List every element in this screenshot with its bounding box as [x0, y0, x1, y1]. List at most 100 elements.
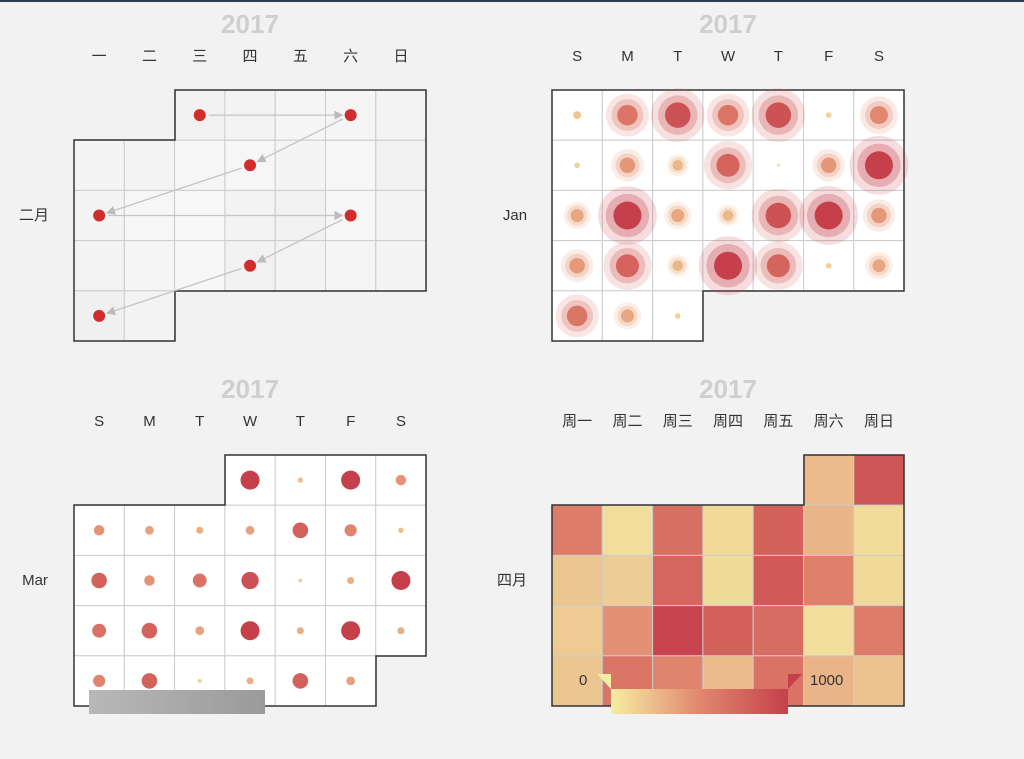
scatter-point[interactable]: [397, 627, 405, 635]
calendar-day-cell[interactable]: [702, 504, 754, 556]
calendar-day-cell[interactable]: [652, 554, 704, 607]
effect-scatter-point[interactable]: [675, 313, 681, 319]
graph-node-point[interactable]: [244, 159, 257, 172]
graph-node-point[interactable]: [193, 109, 206, 122]
visual-map-max-handle[interactable]: [788, 674, 802, 689]
calendar-day-cell[interactable]: [551, 554, 603, 607]
effect-scatter-point[interactable]: [665, 102, 691, 128]
effect-scatter-point[interactable]: [765, 102, 792, 128]
effect-scatter-point[interactable]: [566, 305, 588, 327]
scatter-point[interactable]: [341, 470, 361, 490]
calendar-day-cell[interactable]: [803, 554, 855, 607]
effect-scatter-point[interactable]: [825, 112, 832, 118]
effect-scatter-point[interactable]: [716, 153, 740, 177]
calendar-day-cell[interactable]: [803, 454, 855, 506]
visual-map-min-handle[interactable]: [597, 674, 611, 689]
effect-scatter-point[interactable]: [671, 209, 685, 222]
scatter-point[interactable]: [341, 621, 361, 641]
scatter-point[interactable]: [347, 576, 355, 585]
calendar-day-cell[interactable]: [551, 504, 603, 556]
effect-scatter-point[interactable]: [820, 157, 837, 174]
effect-scatter-point[interactable]: [869, 106, 888, 125]
calendar-day-cell[interactable]: [375, 189, 427, 242]
graph-node-point[interactable]: [344, 209, 357, 222]
effect-scatter-point[interactable]: [619, 157, 636, 174]
effect-scatter-point[interactable]: [825, 262, 832, 269]
calendar-day-cell[interactable]: [551, 655, 603, 707]
effect-scatter-point[interactable]: [570, 209, 584, 222]
graph-node-point[interactable]: [93, 209, 106, 222]
datazoom-slider[interactable]: [89, 690, 265, 714]
scatter-point[interactable]: [141, 673, 158, 689]
effect-scatter-point[interactable]: [672, 260, 684, 271]
scatter-point[interactable]: [93, 525, 105, 536]
calendar-day-cell[interactable]: [601, 139, 654, 191]
calendar-day-cell[interactable]: [853, 554, 905, 607]
calendar-day-cell[interactable]: [752, 504, 805, 556]
effect-scatter-point[interactable]: [613, 201, 642, 230]
calendar-day-cell[interactable]: [274, 240, 327, 292]
scatter-point[interactable]: [144, 575, 155, 586]
effect-scatter-point[interactable]: [620, 309, 634, 323]
scatter-point[interactable]: [192, 573, 207, 588]
scatter-point[interactable]: [240, 470, 260, 490]
scatter-point[interactable]: [398, 527, 404, 533]
scatter-point[interactable]: [197, 679, 202, 683]
scatter-point[interactable]: [391, 571, 411, 590]
graph-node-point[interactable]: [93, 309, 106, 322]
calendar-day-cell[interactable]: [601, 605, 654, 657]
calendar-day-cell[interactable]: [325, 139, 377, 191]
calendar-day-cell[interactable]: [853, 454, 905, 506]
scatter-point[interactable]: [395, 474, 407, 486]
effect-scatter-point[interactable]: [765, 202, 792, 229]
effect-scatter-point[interactable]: [717, 104, 739, 126]
scatter-point[interactable]: [246, 677, 254, 685]
calendar-day-cell[interactable]: [652, 605, 704, 657]
calendar-day-cell[interactable]: [375, 240, 427, 292]
effect-scatter-point[interactable]: [574, 162, 580, 169]
scatter-point[interactable]: [93, 674, 106, 688]
scatter-point[interactable]: [195, 626, 205, 636]
effect-scatter-point[interactable]: [814, 201, 843, 230]
effect-scatter-point[interactable]: [776, 163, 780, 167]
calendar-day-cell[interactable]: [853, 655, 905, 707]
effect-scatter-point[interactable]: [766, 254, 790, 278]
calendar-day-cell[interactable]: [274, 139, 327, 191]
effect-scatter-point[interactable]: [615, 254, 639, 278]
calendar-day-cell[interactable]: [752, 554, 805, 607]
calendar-day-cell[interactable]: [551, 605, 603, 657]
scatter-point[interactable]: [292, 673, 309, 689]
calendar-day-cell[interactable]: [73, 139, 125, 191]
scatter-point[interactable]: [346, 676, 356, 686]
calendar-day-cell[interactable]: [601, 554, 654, 607]
effect-scatter-point[interactable]: [872, 259, 886, 273]
effect-scatter-point[interactable]: [573, 111, 582, 120]
calendar-day-cell[interactable]: [375, 89, 427, 141]
scatter-point[interactable]: [92, 623, 107, 638]
effect-scatter-point[interactable]: [714, 251, 743, 280]
calendar-day-cell[interactable]: [123, 139, 176, 191]
calendar-day-cell[interactable]: [375, 139, 427, 191]
calendar-day-cell[interactable]: [652, 504, 704, 556]
scatter-point[interactable]: [296, 627, 304, 635]
effect-scatter-point[interactable]: [864, 151, 893, 180]
calendar-day-cell[interactable]: [803, 504, 855, 556]
scatter-point[interactable]: [141, 622, 158, 639]
calendar-day-cell[interactable]: [123, 290, 176, 342]
effect-scatter-point[interactable]: [672, 160, 684, 171]
scatter-point[interactable]: [292, 522, 309, 539]
effect-scatter-point[interactable]: [617, 104, 638, 126]
scatter-point[interactable]: [196, 526, 204, 534]
calendar-day-cell[interactable]: [325, 240, 377, 292]
calendar-day-cell[interactable]: [601, 504, 654, 556]
graph-node-point[interactable]: [344, 109, 357, 122]
scatter-point[interactable]: [298, 578, 303, 583]
calendar-day-cell[interactable]: [702, 605, 754, 657]
scatter-point[interactable]: [240, 621, 260, 641]
scatter-point[interactable]: [91, 572, 107, 589]
graph-node-point[interactable]: [244, 259, 257, 272]
calendar-day-cell[interactable]: [73, 240, 125, 292]
calendar-day-cell[interactable]: [702, 554, 754, 607]
scatter-point[interactable]: [344, 524, 357, 537]
calendar-day-cell[interactable]: [853, 504, 905, 556]
